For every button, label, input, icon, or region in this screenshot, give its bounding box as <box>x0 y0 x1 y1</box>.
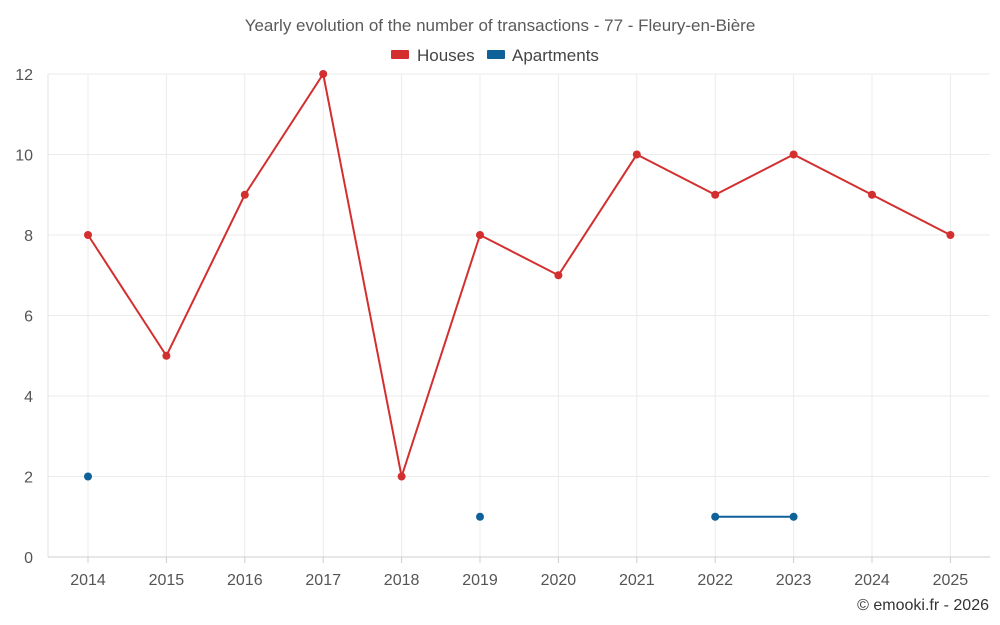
legend-item-houses[interactable]: Houses <box>391 46 475 65</box>
x-tick-label: 2014 <box>70 572 106 589</box>
y-tick-label: 2 <box>24 470 33 487</box>
grid <box>48 73 990 558</box>
legend-item-apartments[interactable]: Apartments <box>487 46 599 65</box>
legend-swatch-apartments <box>487 50 505 59</box>
y-tick-label: 8 <box>24 228 33 245</box>
legend-swatch-houses <box>391 50 409 59</box>
x-tick-label: 2020 <box>541 572 577 589</box>
x-tick-label: 2024 <box>854 572 890 589</box>
x-tick-label: 2023 <box>776 572 812 589</box>
data-point-houses[interactable] <box>554 271 563 280</box>
x-tick-label: 2017 <box>305 572 341 589</box>
series <box>84 70 955 521</box>
axes: 0 2 4 6 8 10 12 2014 2015 2016 2017 2018 2019 2020 202… <box>15 67 990 589</box>
series-houses <box>84 70 955 481</box>
legend-label-apartments: Apartments <box>512 46 599 65</box>
y-tick-label: 10 <box>15 148 33 165</box>
data-point-houses[interactable] <box>84 231 92 239</box>
x-tick-label: 2018 <box>384 572 420 589</box>
data-point-houses[interactable] <box>240 190 249 199</box>
y-tick-label: 4 <box>24 389 33 406</box>
data-point-apartments[interactable] <box>711 512 720 521</box>
x-tick-label: 2019 <box>462 572 498 589</box>
x-tick-label: 2016 <box>227 572 263 589</box>
data-point-houses[interactable] <box>789 150 798 159</box>
data-point-houses[interactable] <box>946 231 955 239</box>
data-point-houses[interactable] <box>162 351 171 360</box>
data-point-houses[interactable] <box>632 150 641 159</box>
x-tick-label: 2025 <box>933 572 969 589</box>
y-tick-label: 0 <box>24 550 33 567</box>
x-tick-label: 2021 <box>619 572 655 589</box>
series-line-houses <box>87 71 951 481</box>
data-point-houses[interactable] <box>319 70 328 78</box>
chart-title: Yearly evolution of the number of transa… <box>245 16 756 35</box>
series-apartments <box>84 472 798 521</box>
y-tick-label: 12 <box>15 67 33 84</box>
data-point-apartments[interactable] <box>476 512 484 521</box>
data-point-houses[interactable] <box>711 190 720 199</box>
credit-text: © emooki.fr - 2026 <box>857 597 989 614</box>
legend: Houses Apartments <box>391 46 599 65</box>
data-point-houses[interactable] <box>868 190 876 199</box>
data-point-houses[interactable] <box>397 472 406 481</box>
data-point-apartments[interactable] <box>789 512 798 521</box>
data-point-apartments[interactable] <box>84 472 92 481</box>
y-tick-label: 6 <box>24 309 33 326</box>
data-point-houses[interactable] <box>476 231 484 239</box>
x-tick-label: 2015 <box>149 572 185 589</box>
legend-label-houses: Houses <box>417 46 475 65</box>
x-tick-label: 2022 <box>697 572 733 589</box>
